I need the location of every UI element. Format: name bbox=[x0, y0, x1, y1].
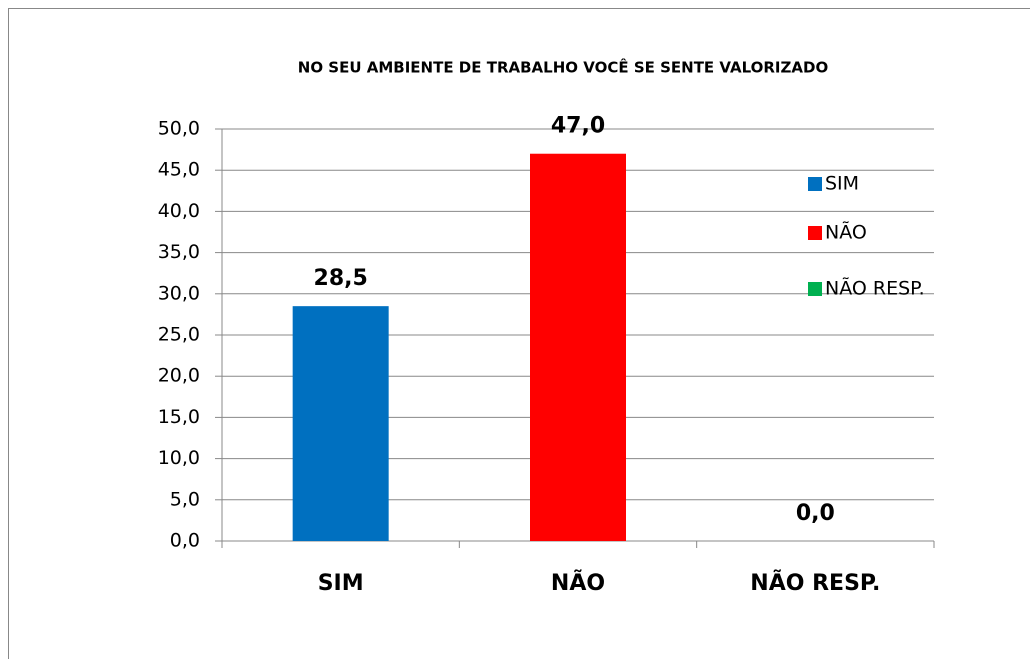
y-tick-label: 20,0 bbox=[158, 365, 200, 387]
y-tick-label: 0,0 bbox=[170, 530, 200, 552]
legend-label: NÃO RESP. bbox=[825, 277, 925, 300]
bar bbox=[530, 153, 626, 541]
x-tick-label: NÃO bbox=[551, 570, 605, 596]
y-tick-label: 5,0 bbox=[170, 488, 200, 510]
y-tick-label: 15,0 bbox=[158, 406, 200, 428]
x-tick-label: SIM bbox=[318, 571, 364, 596]
chart-title: NO SEU AMBIENTE DE TRABALHO VOCÊ SE SENT… bbox=[298, 58, 828, 77]
legend-label: NÃO bbox=[825, 221, 867, 244]
y-tick-label: 35,0 bbox=[158, 241, 200, 263]
bar bbox=[292, 306, 389, 541]
legend-swatch bbox=[808, 282, 822, 296]
y-tick-label: 40,0 bbox=[158, 200, 200, 222]
y-tick-label: 10,0 bbox=[158, 447, 200, 469]
y-tick-label: 50,0 bbox=[158, 118, 200, 140]
legend-label: SIM bbox=[825, 173, 859, 195]
legend-swatch bbox=[808, 226, 822, 240]
legend-swatch bbox=[808, 177, 822, 191]
data-label: 0,0 bbox=[796, 501, 835, 526]
y-tick-label: 25,0 bbox=[158, 324, 200, 346]
y-tick-label: 30,0 bbox=[158, 282, 200, 304]
data-label: 47,0 bbox=[551, 114, 605, 139]
data-label: 28,5 bbox=[314, 266, 368, 291]
y-tick-label: 45,0 bbox=[158, 159, 200, 181]
chart-frame bbox=[8, 8, 1030, 659]
x-tick-label: NÃO RESP. bbox=[750, 570, 880, 596]
